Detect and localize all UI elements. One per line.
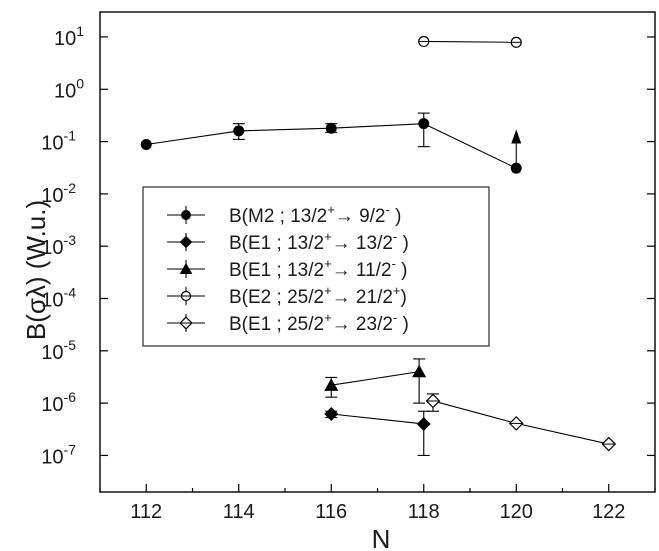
legend-label: B(E2 ; 25/2+→ 21/2+) bbox=[229, 283, 407, 308]
x-axis-title: N bbox=[372, 524, 391, 551]
y-tick-label: 10-6 bbox=[41, 389, 76, 416]
series-layer bbox=[140, 35, 617, 456]
x-tick-label: 118 bbox=[408, 501, 440, 523]
x-tick-label: 112 bbox=[130, 501, 162, 523]
y-axis-title: B(σλ) (W.u.) bbox=[21, 200, 51, 340]
point-marker bbox=[233, 125, 245, 137]
y-tick-label: 10-3 bbox=[41, 232, 76, 259]
series-1 bbox=[140, 112, 522, 174]
series-2 bbox=[324, 406, 431, 456]
y-tick-label: 10-7 bbox=[41, 441, 76, 468]
point-marker bbox=[140, 138, 152, 150]
x-tick-label: 114 bbox=[223, 501, 255, 523]
legend: B(M2 ; 13/2+→ 9/2- )B(E1 ; 13/2+→ 13/2- … bbox=[142, 186, 490, 347]
point-marker bbox=[179, 262, 193, 275]
y-tick-label: 10-5 bbox=[41, 337, 76, 364]
legend-entry: B(E1 ; 13/2+→ 13/2- ) bbox=[167, 229, 409, 254]
legend-label: B(M2 ; 13/2+→ 9/2- ) bbox=[229, 202, 401, 227]
legend-label: B(E1 ; 13/2+→ 13/2- ) bbox=[229, 229, 409, 254]
legend-box bbox=[142, 186, 490, 347]
legend-entry: B(E1 ; 13/2+→ 11/2- ) bbox=[167, 256, 407, 281]
point-marker bbox=[324, 406, 339, 421]
x-tick-label: 120 bbox=[500, 501, 533, 523]
point-marker bbox=[181, 210, 191, 220]
legend-label: B(E1 ; 25/2+→ 23/2- ) bbox=[229, 310, 409, 335]
series-5 bbox=[425, 393, 617, 452]
series-line bbox=[331, 413, 424, 425]
x-axis: 112 114 116 118 120 122 bbox=[99, 484, 656, 523]
series-line bbox=[423, 40, 517, 43]
x-tick-label: 116 bbox=[315, 501, 347, 523]
point-marker bbox=[412, 364, 427, 378]
point-marker bbox=[179, 235, 193, 249]
y-tick-label: 10-1 bbox=[41, 128, 76, 155]
point-marker bbox=[416, 416, 431, 431]
y-axis: 10-7 10-6 10-5 10-4 10-3 10-2 10-1 100 101 bbox=[41, 23, 655, 468]
point-marker bbox=[324, 378, 339, 391]
series-line bbox=[331, 371, 420, 386]
y-tick-label: 100 bbox=[54, 75, 84, 102]
x-tick-label: 122 bbox=[592, 501, 625, 523]
lower-limit-arrowhead bbox=[511, 129, 522, 144]
series-4 bbox=[418, 35, 522, 48]
legend-entry: B(E1 ; 25/2+→ 23/2- ) bbox=[167, 310, 409, 335]
y-tick-label: 10-4 bbox=[41, 285, 76, 312]
point-marker bbox=[418, 118, 430, 130]
legend-entry: B(M2 ; 13/2+→ 9/2- ) bbox=[167, 202, 401, 227]
y-tick-label: 101 bbox=[54, 23, 84, 50]
legend-entry: B(E2 ; 25/2+→ 21/2+) bbox=[167, 283, 407, 308]
legend-label: B(E1 ; 13/2+→ 11/2- ) bbox=[229, 256, 407, 281]
point-marker bbox=[325, 122, 337, 134]
series-3 bbox=[324, 358, 427, 404]
point-marker bbox=[510, 162, 522, 174]
y-tick-label: 10-2 bbox=[41, 180, 76, 207]
